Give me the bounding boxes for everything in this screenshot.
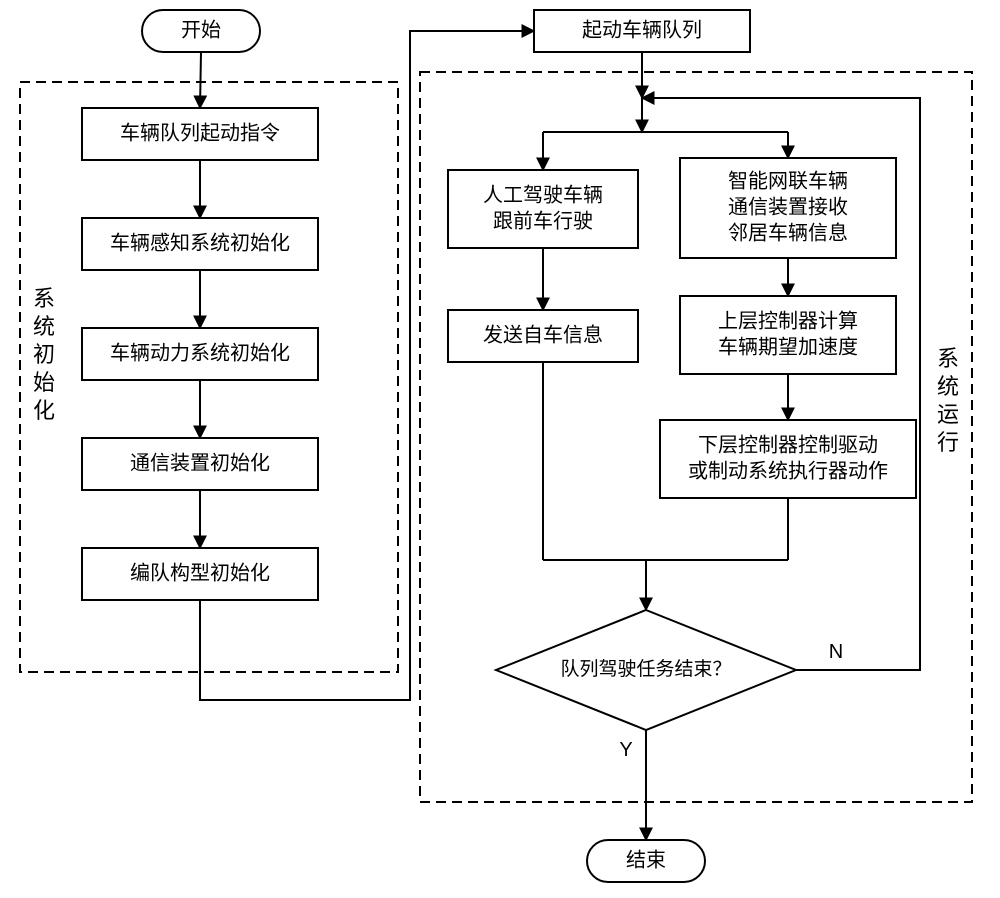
svg-text:车辆动力系统初始化: 车辆动力系统初始化 bbox=[110, 341, 290, 364]
svg-text:编队构型初始化: 编队构型初始化 bbox=[130, 561, 270, 584]
svg-text:始: 始 bbox=[33, 370, 55, 395]
svg-text:通信装置初始化: 通信装置初始化 bbox=[130, 451, 270, 474]
svg-text:车辆感知系统初始化: 车辆感知系统初始化 bbox=[110, 231, 290, 254]
svg-text:上层控制器计算: 上层控制器计算 bbox=[718, 309, 858, 332]
svg-text:起动车辆队列: 起动车辆队列 bbox=[582, 18, 702, 41]
svg-text:或制动系统执行器动作: 或制动系统执行器动作 bbox=[688, 459, 888, 482]
svg-text:初: 初 bbox=[33, 342, 55, 367]
svg-text:运: 运 bbox=[937, 402, 959, 427]
svg-text:车辆队列起动指令: 车辆队列起动指令 bbox=[120, 121, 280, 144]
svg-text:发送自车信息: 发送自车信息 bbox=[483, 323, 603, 346]
svg-text:化: 化 bbox=[33, 398, 55, 423]
svg-text:统: 统 bbox=[33, 314, 55, 339]
svg-text:通信装置接收: 通信装置接收 bbox=[728, 195, 848, 218]
svg-text:人工驾驶车辆: 人工驾驶车辆 bbox=[483, 183, 603, 206]
svg-text:邻居车辆信息: 邻居车辆信息 bbox=[728, 221, 848, 244]
svg-text:Y: Y bbox=[619, 739, 632, 761]
svg-text:下层控制器控制驱动: 下层控制器控制驱动 bbox=[698, 433, 878, 456]
svg-text:行: 行 bbox=[937, 430, 959, 455]
svg-text:车辆期望加速度: 车辆期望加速度 bbox=[718, 335, 858, 358]
svg-text:系: 系 bbox=[33, 286, 55, 311]
svg-text:结束: 结束 bbox=[626, 848, 666, 871]
svg-text:系: 系 bbox=[937, 346, 959, 371]
svg-text:跟前车行驶: 跟前车行驶 bbox=[493, 209, 593, 232]
svg-text:智能网联车辆: 智能网联车辆 bbox=[728, 169, 848, 192]
svg-text:队列驾驶任务结束？: 队列驾驶任务结束？ bbox=[560, 658, 731, 680]
svg-text:N: N bbox=[829, 641, 843, 663]
svg-text:开始: 开始 bbox=[181, 18, 221, 41]
svg-text:统: 统 bbox=[937, 374, 959, 399]
